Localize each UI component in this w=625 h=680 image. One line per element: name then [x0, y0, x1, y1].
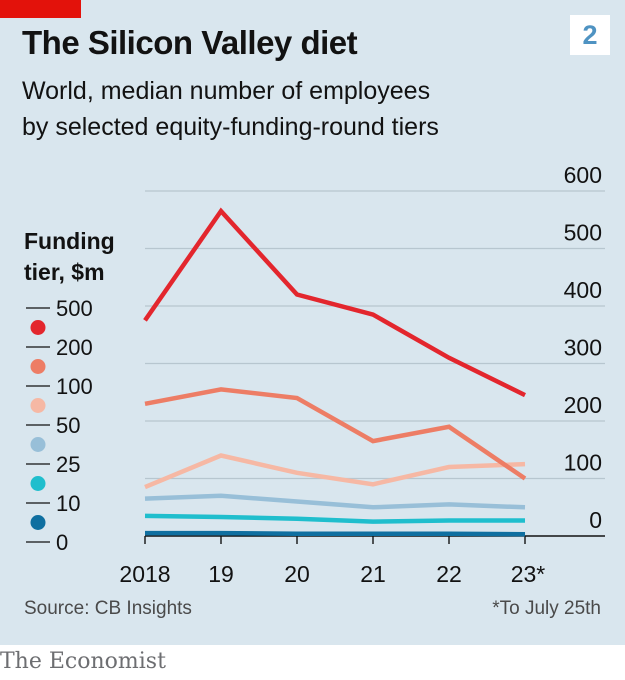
y-tick-label-400: 400 [564, 277, 602, 303]
legend-dot-50 [30, 437, 46, 452]
y-tick-label-300: 300 [564, 335, 602, 361]
series-line-100 [144, 453, 526, 490]
y-tick-label-0: 0 [589, 507, 602, 533]
series-lines [143, 207, 527, 537]
legend-tick-label-0: 0 [56, 530, 68, 555]
x-tick-label-0: 2018 [119, 561, 170, 587]
x-tick-label-5: 23* [511, 561, 546, 587]
chart-title: The Silicon Valley diet [22, 24, 358, 61]
source-note: Source: CB Insights [24, 598, 192, 619]
y-tick-label-100: 100 [564, 450, 602, 476]
y-tick-label-500: 500 [564, 220, 602, 246]
series-line-200 [144, 387, 527, 481]
legend-title-line-2: tier, $m [24, 259, 105, 285]
series-line-25 [144, 513, 525, 524]
legend-title-line-1: Funding [24, 228, 115, 254]
legend-tick-label-100: 100 [56, 374, 93, 399]
footnote: *To July 25th [492, 598, 601, 619]
chart-panel [0, 0, 625, 645]
series-line-50 [144, 493, 526, 510]
legend-tick-label-200: 200 [56, 335, 93, 360]
legend-dot-100 [30, 398, 46, 413]
x-tick-label-2: 20 [284, 561, 310, 587]
legend-tick-label-500: 500 [56, 296, 93, 321]
subtitle-line-2: by selected equity-funding-round tiers [22, 113, 439, 141]
economist-red-flag [0, 0, 81, 18]
chart-subtitle: World, median number of employees by sel… [22, 73, 542, 145]
y-axis-labels: 0 100 200 300 400 500 600 [564, 162, 602, 533]
chart-number-badge: 2 [570, 15, 610, 55]
legend-tick-label-25: 25 [56, 452, 80, 477]
legend-dot-200 [30, 359, 46, 374]
legend-tick-label-10: 10 [56, 491, 80, 516]
x-tick-label-3: 21 [360, 561, 386, 587]
y-tick-label-600: 600 [564, 162, 602, 188]
legend-dot-25 [30, 476, 46, 491]
series-line-10 [145, 530, 526, 537]
y-tick-label-200: 200 [564, 392, 602, 418]
legend-dot-500 [30, 320, 46, 335]
x-axis: 2018 19 20 21 22 23* [119, 536, 545, 587]
series-line-500 [143, 207, 526, 398]
x-tick-label-4: 22 [436, 561, 462, 587]
legend-tick-label-50: 50 [56, 413, 80, 438]
economist-logo: The Economist [0, 649, 166, 674]
legend-title: Funding tier, $m [24, 226, 134, 288]
x-tick-label-1: 19 [208, 561, 234, 587]
legend-dot-10 [30, 515, 46, 530]
subtitle-line-1: World, median number of employees [22, 77, 431, 105]
